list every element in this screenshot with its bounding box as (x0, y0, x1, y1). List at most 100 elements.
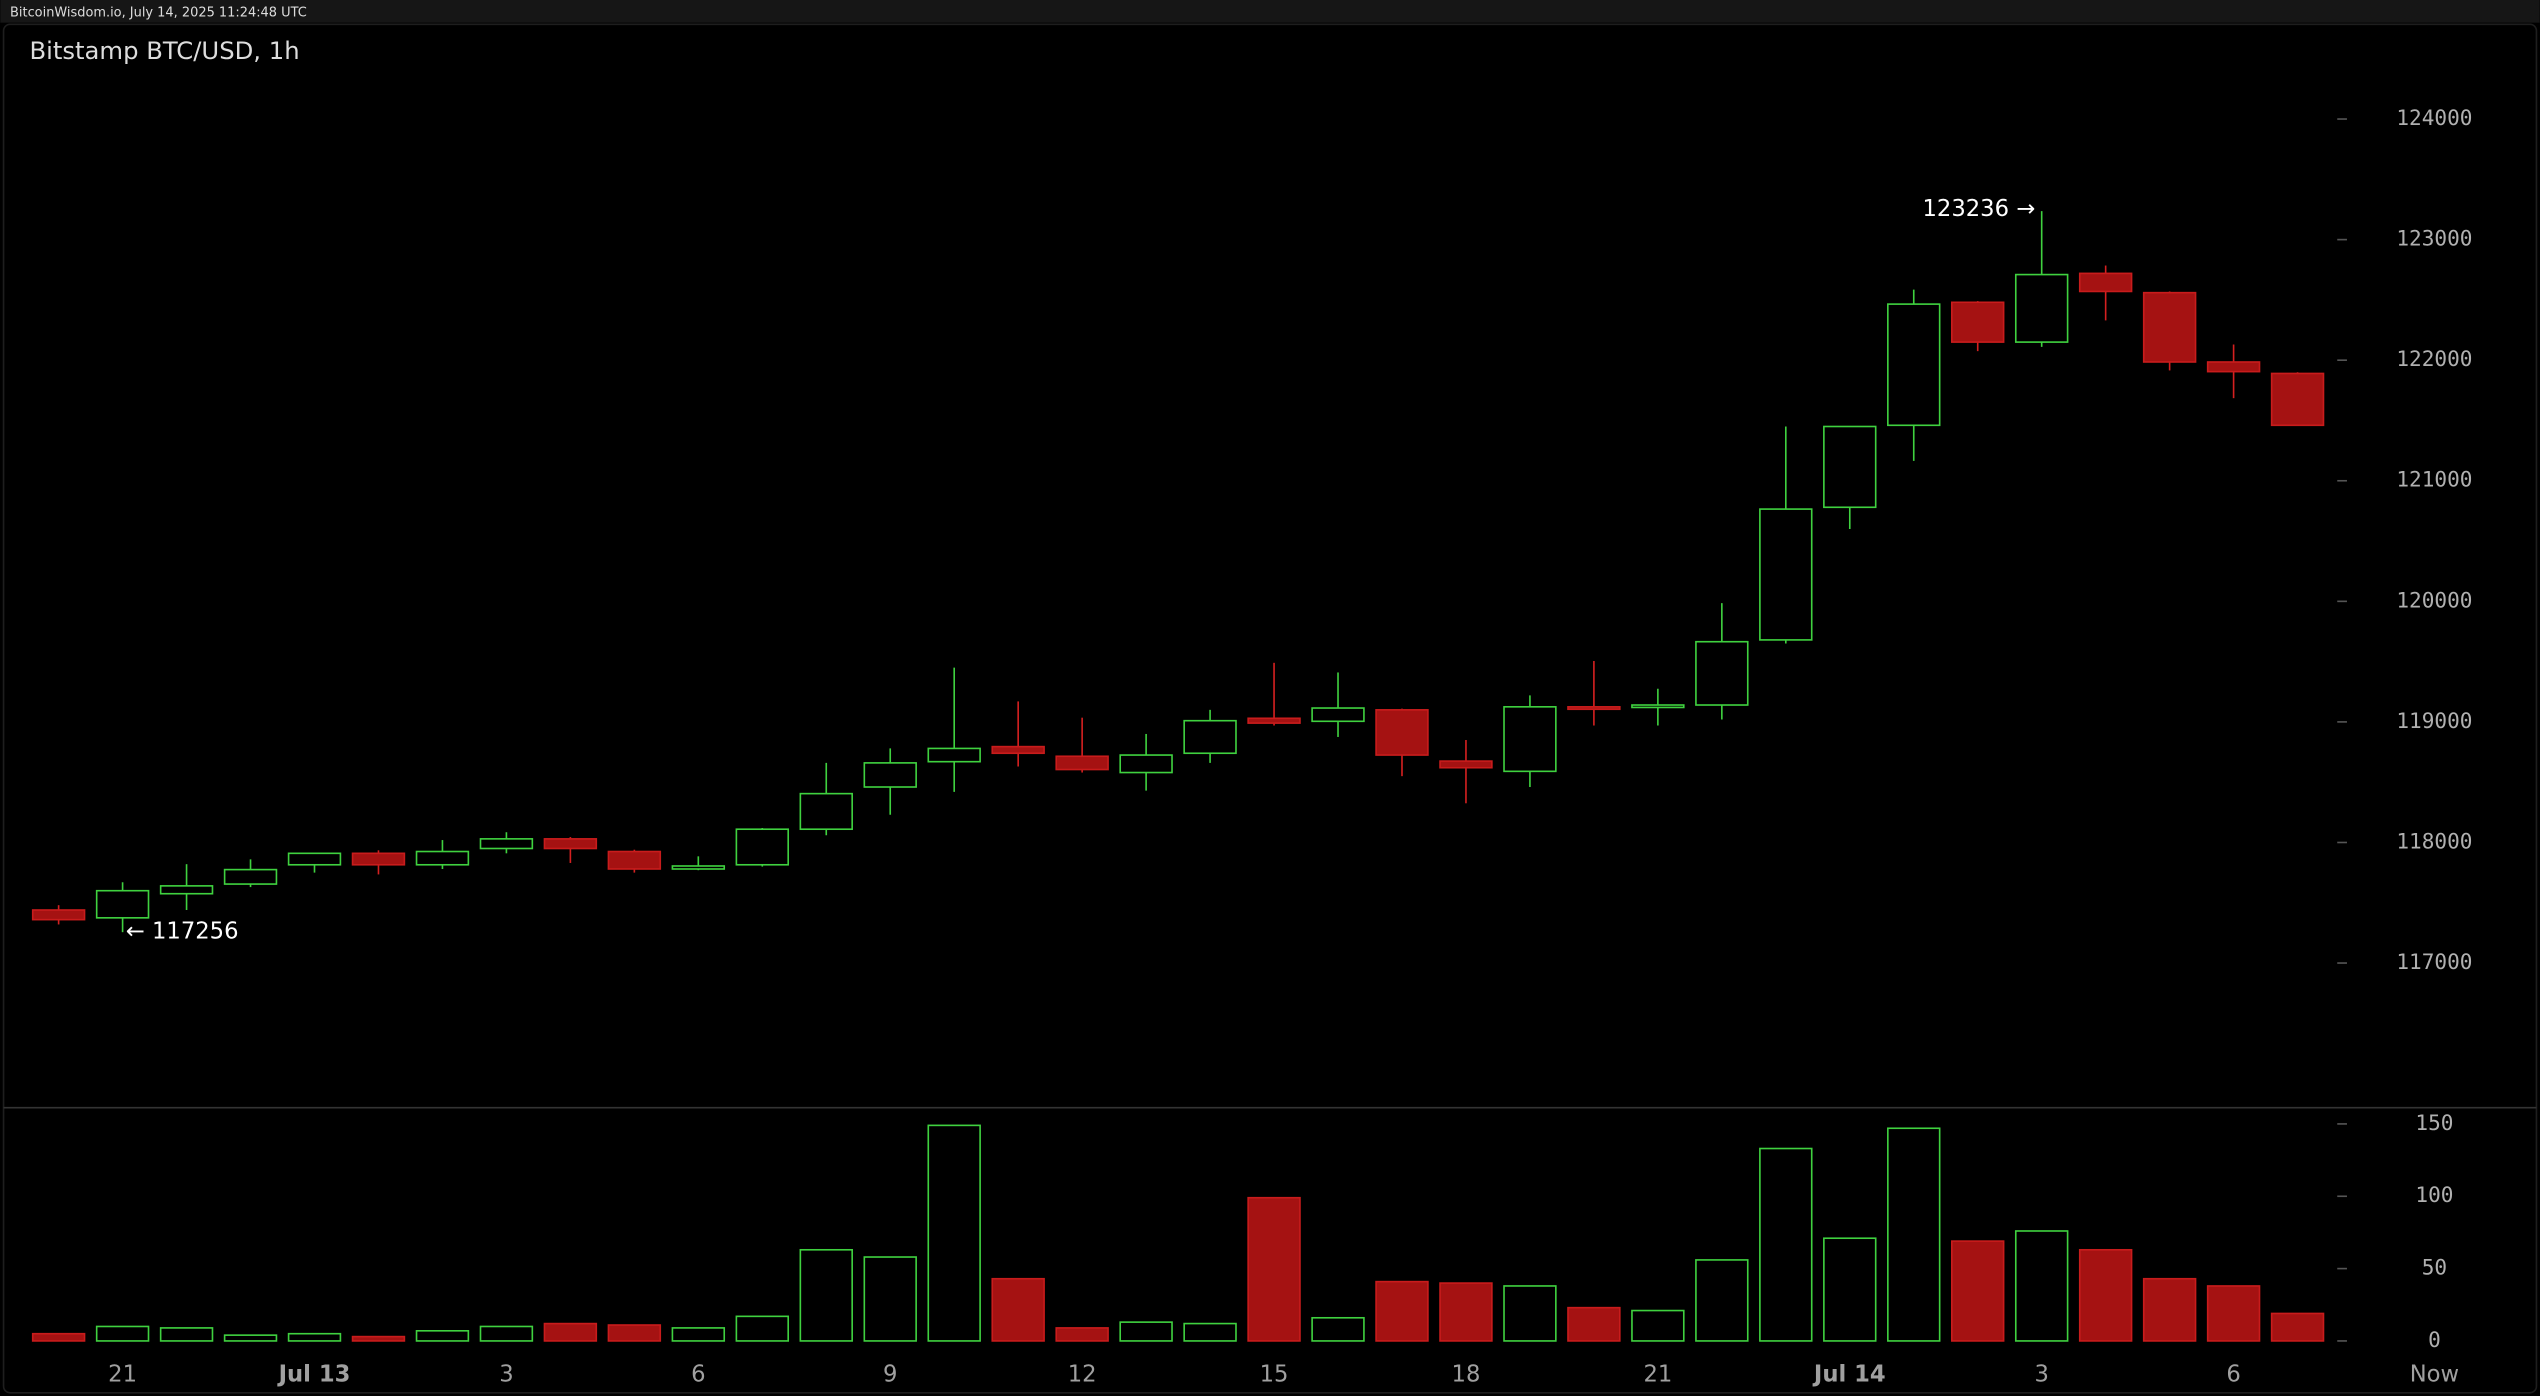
volume-tick-label: 100 (2415, 1182, 2453, 1207)
candle-body (927, 747, 981, 763)
candle-body (1695, 640, 1749, 706)
volume-bar (543, 1322, 598, 1342)
x-tick-label: 3 (499, 1361, 513, 1387)
volume-bar (1631, 1309, 1685, 1342)
volume-bar (1119, 1321, 1173, 1342)
candle-body (1759, 508, 1813, 641)
volume-bar (159, 1327, 214, 1342)
volume-bar (735, 1315, 790, 1342)
candle-body (2142, 291, 2197, 363)
candle-body (1631, 704, 1685, 709)
volume-bar (1503, 1285, 1557, 1342)
candle-body (95, 889, 150, 919)
candle-body (1183, 719, 1237, 755)
volume-bar (1439, 1282, 1493, 1342)
volume-bar (1183, 1322, 1237, 1342)
volume-bar (1247, 1196, 1301, 1342)
candle-body (287, 852, 342, 866)
candle-body (1055, 755, 1109, 771)
x-tick-label: Jul 13 (277, 1361, 351, 1387)
y-tick-label: 119000 (2396, 708, 2472, 733)
x-tick-label: Jul 14 (1812, 1361, 1886, 1387)
volume-bar (863, 1256, 917, 1342)
x-tick-label: 9 (883, 1361, 897, 1387)
candle-body (607, 850, 662, 870)
volume-bar (991, 1277, 1045, 1342)
x-tick-label: 6 (2226, 1361, 2240, 1387)
x-tick-label: 6 (691, 1361, 705, 1387)
chart-title: Bitstamp BTC/USD, 1h (29, 36, 299, 65)
candle-body (1439, 760, 1493, 769)
volume-tick-label: 0 (2428, 1327, 2441, 1352)
volume-bar (1759, 1147, 1813, 1342)
candle-body (863, 762, 917, 788)
candle-body (1567, 706, 1621, 711)
annotation: ← 117256 (126, 919, 239, 945)
header-bar (0, 0, 2540, 23)
candle-body (1119, 754, 1173, 774)
volume-bar (1823, 1237, 1877, 1342)
volume-bar (287, 1332, 342, 1342)
volume-bar (1695, 1259, 1749, 1342)
volume-bar (1567, 1306, 1621, 1342)
panel (2, 23, 2538, 1394)
volume-bar (1375, 1280, 1429, 1342)
volume-bar (799, 1248, 853, 1342)
x-tick-label: 21 (1643, 1361, 1672, 1387)
candle-body (2270, 372, 2325, 427)
x-tick-label: 12 (1068, 1361, 1097, 1387)
header-text: BitcoinWisdom.io, July 14, 2025 11:24:48… (10, 5, 307, 20)
volume-tick-label: 50 (2422, 1255, 2447, 1280)
candle-body (735, 828, 790, 866)
candle-body (159, 885, 214, 895)
volume-bar (2078, 1248, 2133, 1342)
volume-bar (927, 1124, 981, 1342)
volume-bar (2206, 1285, 2261, 1342)
y-tick-label: 118000 (2396, 828, 2472, 853)
x-tick-label: 15 (1260, 1361, 1289, 1387)
candle-body (671, 865, 726, 870)
volume-tick-label: 150 (2415, 1110, 2453, 1135)
volume-bar (479, 1325, 534, 1342)
candle-body (1950, 301, 2005, 343)
x-tick-label: 21 (108, 1361, 137, 1387)
volume-bar (1887, 1127, 1941, 1342)
volume-bar (31, 1332, 86, 1342)
candle-body (1503, 706, 1557, 773)
volume-bar (1950, 1240, 2005, 1342)
y-tick-label: 117000 (2396, 949, 2472, 974)
candle-body (31, 909, 86, 921)
volume-bar (415, 1330, 470, 1342)
y-tick-label: 124000 (2396, 105, 2472, 130)
y-tick-label: 120000 (2396, 587, 2472, 612)
volume-bar (607, 1324, 662, 1342)
candle-body (799, 792, 853, 831)
candle-body (1823, 425, 1877, 509)
candle-body (1887, 303, 1941, 427)
y-tick-label: 122000 (2396, 346, 2472, 371)
y-tick-label: 121000 (2396, 467, 2472, 492)
candle-body (479, 838, 534, 850)
volume-bar (2270, 1312, 2325, 1342)
candle-body (991, 745, 1045, 755)
volume-bar (351, 1335, 406, 1342)
now-label: Now (2410, 1361, 2459, 1387)
candle-body (223, 868, 278, 885)
candle-body (2206, 361, 2261, 373)
volume-bar (2014, 1230, 2069, 1342)
candle-body (1311, 707, 1365, 723)
candle-body (2014, 273, 2069, 343)
annotation: 123236 → (1923, 196, 2036, 222)
volume-bar (223, 1334, 278, 1342)
candle-body (543, 838, 598, 850)
y-tick-label: 123000 (2396, 226, 2472, 251)
candle-body (2078, 272, 2133, 293)
volume-bar (1055, 1327, 1109, 1342)
volume-bar (2142, 1277, 2197, 1342)
candle-body (1375, 709, 1429, 756)
volume-bar (95, 1325, 150, 1342)
candle-body (415, 850, 470, 866)
volume-bar (1311, 1316, 1365, 1342)
candle-body (1247, 717, 1301, 724)
